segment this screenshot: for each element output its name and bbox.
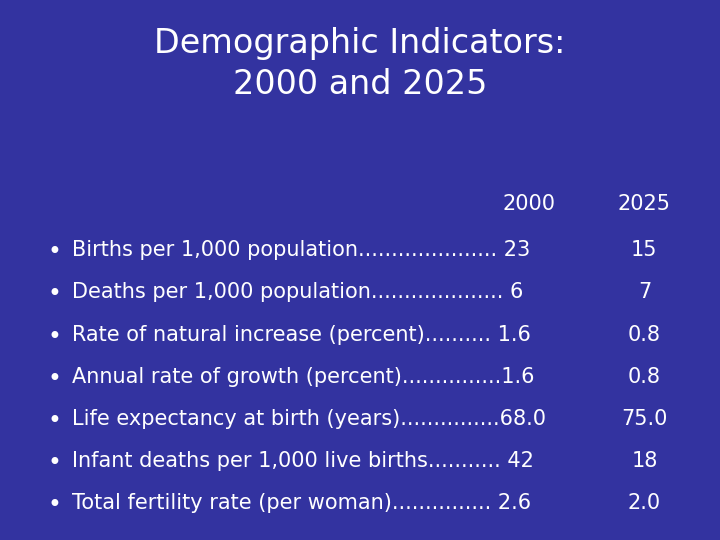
Text: •: • — [47, 325, 61, 348]
Text: •: • — [47, 451, 61, 475]
Text: 15: 15 — [631, 240, 657, 260]
Text: 75.0: 75.0 — [621, 409, 667, 429]
Text: 18: 18 — [631, 451, 657, 471]
Text: 0.8: 0.8 — [628, 367, 661, 387]
Text: Annual rate of growth (percent)...............1.6: Annual rate of growth (percent).........… — [72, 367, 534, 387]
Text: Life expectancy at birth (years)...............68.0: Life expectancy at birth (years)........… — [72, 409, 546, 429]
Text: •: • — [47, 493, 61, 517]
Text: Rate of natural increase (percent).......... 1.6: Rate of natural increase (percent)......… — [72, 325, 531, 345]
Text: Total fertility rate (per woman)............... 2.6: Total fertility rate (per woman)........… — [72, 493, 531, 513]
Text: 0.8: 0.8 — [628, 325, 661, 345]
Text: •: • — [47, 240, 61, 264]
Text: 7: 7 — [638, 282, 651, 302]
Text: Births per 1,000 population..................... 23: Births per 1,000 population.............… — [72, 240, 530, 260]
Text: •: • — [47, 282, 61, 306]
Text: Infant deaths per 1,000 live births........... 42: Infant deaths per 1,000 live births.....… — [72, 451, 534, 471]
Text: •: • — [47, 409, 61, 433]
Text: Demographic Indicators:
2000 and 2025: Demographic Indicators: 2000 and 2025 — [154, 27, 566, 101]
Text: 2025: 2025 — [618, 194, 671, 214]
Text: Deaths per 1,000 population.................... 6: Deaths per 1,000 population.............… — [72, 282, 523, 302]
Text: 2000: 2000 — [503, 194, 556, 214]
Text: 2.0: 2.0 — [628, 493, 661, 513]
Text: •: • — [47, 367, 61, 390]
